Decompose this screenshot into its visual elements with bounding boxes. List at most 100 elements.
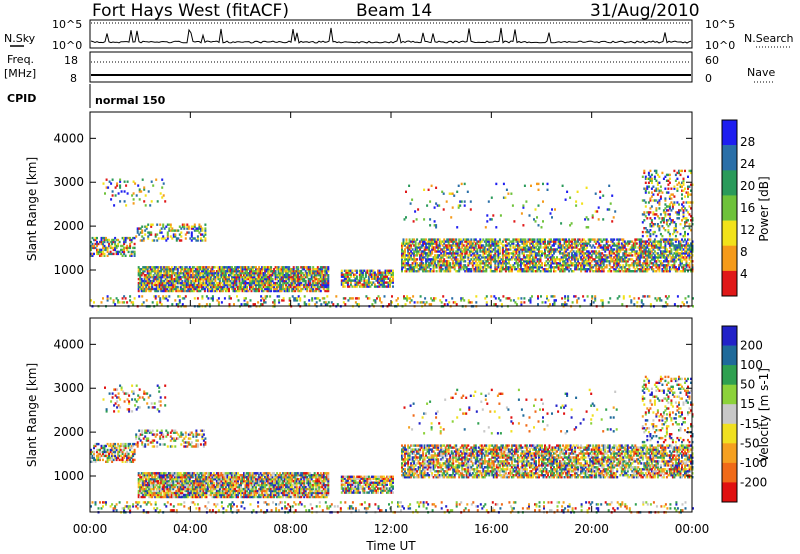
range-gate-cell xyxy=(569,246,572,249)
range-gate-cell xyxy=(191,279,194,283)
range-gate-cell xyxy=(303,277,306,281)
range-gate-cell xyxy=(584,240,587,243)
range-gate-cell xyxy=(211,281,214,285)
range-gate-cell xyxy=(380,281,382,284)
range-gate-cell xyxy=(486,254,489,257)
range-gate-cell xyxy=(145,227,148,230)
range-gate-cell xyxy=(591,295,594,298)
range-gate-cell xyxy=(237,275,239,279)
range-gate-cell xyxy=(183,223,186,226)
range-gate-cell xyxy=(598,244,601,247)
range-gate-cell xyxy=(589,264,592,267)
range-gate-cell xyxy=(184,285,187,289)
range-gate-cell xyxy=(623,260,626,263)
range-gate-cell xyxy=(148,277,151,281)
range-gate-cell xyxy=(480,256,483,259)
range-gate-cell xyxy=(196,239,199,242)
range-gate-cell xyxy=(477,268,480,271)
range-gate-cell xyxy=(140,277,143,281)
range-gate-cell xyxy=(616,246,619,249)
range-gate-cell xyxy=(507,268,510,271)
range-gate-cell xyxy=(525,270,528,273)
range-gate-cell xyxy=(277,272,280,275)
range-gate-cell xyxy=(688,227,691,230)
range-gate-cell xyxy=(458,268,461,271)
range-gate-cell xyxy=(309,272,312,275)
range-gate-cell xyxy=(309,279,312,283)
range-gate-cell xyxy=(544,262,546,265)
range-gate-cell xyxy=(138,233,141,236)
range-gate-cell xyxy=(687,252,689,255)
range-gate-cell xyxy=(288,299,291,302)
range-gate-cell xyxy=(461,242,464,245)
range-gate-cell xyxy=(460,299,463,302)
range-gate-cell xyxy=(515,252,518,255)
range-gate-cell xyxy=(661,246,664,249)
range-gate-cell xyxy=(267,279,270,283)
range-gate-cell xyxy=(659,262,662,265)
range-gate-cell xyxy=(173,285,176,289)
range-gate-cell xyxy=(310,275,313,279)
range-gate-cell xyxy=(139,281,142,285)
range-gate-cell xyxy=(274,283,277,287)
range-gate-cell xyxy=(682,179,685,182)
range-gate-cell xyxy=(649,256,652,259)
range-gate-cell xyxy=(404,252,406,255)
range-gate-cell xyxy=(184,270,187,273)
range-gate-cell xyxy=(419,246,422,249)
range-gate-cell xyxy=(109,246,112,250)
range-gate-cell xyxy=(363,279,366,282)
range-gate-cell xyxy=(685,266,688,269)
range-gate-cell xyxy=(434,297,437,300)
range-gate-cell xyxy=(231,270,233,273)
range-gate-cell xyxy=(305,303,308,306)
range-gate-cell xyxy=(237,299,240,302)
range-gate-cell xyxy=(560,258,563,261)
range-gate-cell xyxy=(446,303,449,306)
range-gate-cell xyxy=(453,238,456,241)
range-gate-cell xyxy=(392,285,394,288)
range-gate-cell xyxy=(641,240,644,243)
range-gate-cell xyxy=(184,283,187,287)
range-gate-cell xyxy=(596,240,599,243)
range-gate-cell xyxy=(690,250,692,253)
range-gate-cell xyxy=(434,264,437,267)
range-gate-cell xyxy=(458,240,461,243)
range-gate-cell xyxy=(295,270,298,273)
range-gate-cell xyxy=(539,246,542,249)
range-gate-cell xyxy=(489,268,492,271)
range-gate-cell xyxy=(598,266,601,269)
range-gate-cell xyxy=(157,285,160,289)
range-gate-cell xyxy=(653,240,656,243)
range-gate-cell xyxy=(583,262,586,265)
range-gate-cell xyxy=(143,277,146,281)
range-gate-cell xyxy=(321,281,324,285)
range-gate-cell xyxy=(447,266,450,269)
range-gate-cell xyxy=(647,264,650,267)
range-gate-cell xyxy=(638,248,641,251)
range-gate-cell xyxy=(155,272,158,275)
range-gate-cell xyxy=(529,248,531,251)
range-gate-cell xyxy=(437,262,440,265)
range-gate-cell xyxy=(366,269,369,272)
range-gate-cell xyxy=(367,273,370,276)
range-gate-cell xyxy=(587,262,590,265)
range-gate-cell xyxy=(545,246,548,249)
range-gate-cell xyxy=(289,277,292,281)
range-gate-cell xyxy=(492,258,495,261)
range-gate-cell xyxy=(177,303,180,306)
range-gate-cell xyxy=(118,250,121,254)
range-gate-cell xyxy=(297,279,300,283)
range-gate-cell xyxy=(687,244,689,247)
range-gate-cell xyxy=(673,201,676,204)
range-gate-cell xyxy=(193,237,196,240)
range-gate-cell xyxy=(494,248,497,251)
range-gate-cell xyxy=(542,238,545,241)
range-gate-cell xyxy=(681,250,683,253)
range-gate-cell xyxy=(127,250,130,254)
range-gate-cell xyxy=(559,252,562,255)
range-gate-cell xyxy=(162,225,165,228)
range-gate-cell xyxy=(282,270,285,273)
range-gate-cell xyxy=(449,244,452,247)
